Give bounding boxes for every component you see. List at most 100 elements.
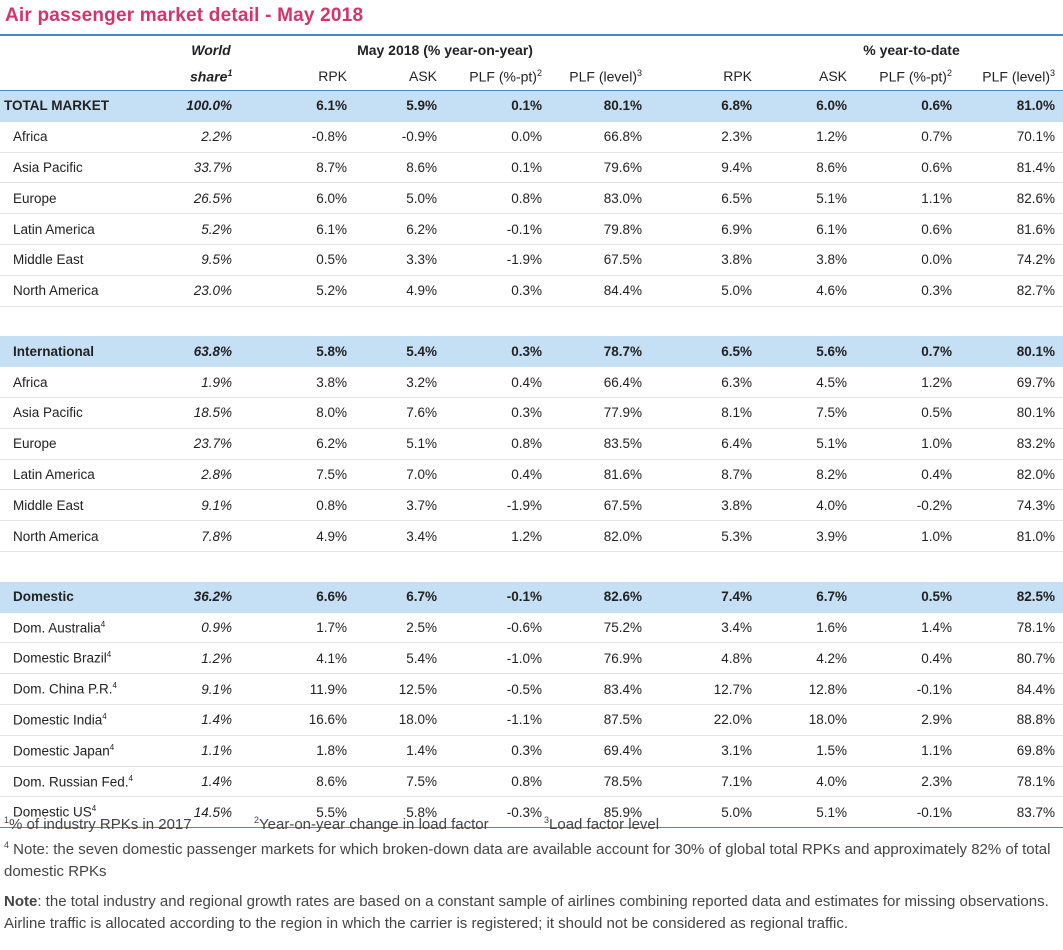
ask-yoy-cell: 12.5% xyxy=(355,673,445,705)
plf-pt-yoy-cell: 0.1% xyxy=(445,152,550,184)
ask-ytd-cell: 5.1% xyxy=(760,182,855,215)
ask-yoy-cell: 5.1% xyxy=(355,428,445,460)
world-share-cell: 9.5% xyxy=(150,244,240,276)
rpk-header-yoy: RPK xyxy=(240,62,355,91)
rpk-yoy-cell: 6.0% xyxy=(240,182,355,215)
row-label: Latin America xyxy=(0,459,150,491)
market-table: World May 2018 (% year-on-year) % year-t… xyxy=(0,37,1063,829)
ask-yoy-cell: 7.0% xyxy=(355,459,445,491)
plf-level-header-yoy: PLF (level)3 xyxy=(550,62,650,91)
rpk-yoy-cell: 7.5% xyxy=(240,459,355,491)
plf-level-yoy-cell: 75.2% xyxy=(550,612,650,644)
section-row: TOTAL MARKET 100.0% 6.1% 5.9% 0.1% 80.1% 6.8% 6… xyxy=(0,90,1063,122)
plf-pt-yoy-cell: -1.9% xyxy=(445,489,550,522)
plf-level-ytd-cell: 88.8% xyxy=(960,704,1063,736)
rpk-ytd-cell: 6.5% xyxy=(650,182,760,215)
world-share-cell: 2.8% xyxy=(150,459,240,491)
rpk-ytd-cell: 6.5% xyxy=(650,336,760,368)
footnote-1: 1% of industry RPKs in 2017 xyxy=(4,815,192,833)
row-label: Domestic Brazil4 xyxy=(0,642,150,675)
row-label: North America xyxy=(0,520,150,552)
table-row: Africa 2.2% -0.8% -0.9% 0.0% 66.8% 2.3% 1.2% 0.7… xyxy=(0,121,1063,153)
ask-header-ytd: ASK xyxy=(760,62,855,91)
plf-pt-header-yoy: PLF (%-pt)2 xyxy=(445,62,550,91)
plf-level-yoy-cell: 76.9% xyxy=(550,642,650,675)
table-row: Domestic Brazil4 1.2% 4.1% 5.4% -1.0% 76.9% 4.… xyxy=(0,642,1063,675)
ask-yoy-cell: 3.4% xyxy=(355,520,445,552)
row-label: Asia Pacific xyxy=(0,397,150,429)
ask-yoy-cell: 6.7% xyxy=(355,581,445,613)
row-label: Asia Pacific xyxy=(0,152,150,184)
plf-level-ytd-cell: 78.1% xyxy=(960,612,1063,644)
plf-level-ytd-cell: 83.2% xyxy=(960,428,1063,460)
ask-ytd-cell: 5.1% xyxy=(760,428,855,460)
rpk-ytd-cell: 3.4% xyxy=(650,612,760,644)
world-share-cell: 23.0% xyxy=(150,275,240,307)
share-header: share1 xyxy=(150,62,240,91)
plf-pt-ytd-cell: 1.4% xyxy=(855,612,960,644)
ask-yoy-cell: 5.4% xyxy=(355,336,445,368)
world-header: World xyxy=(191,41,231,58)
plf-pt-ytd-cell: 0.6% xyxy=(855,213,960,245)
plf-pt-ytd-cell: 1.0% xyxy=(855,520,960,552)
row-label: Middle East xyxy=(0,244,150,276)
world-share-cell: 1.2% xyxy=(150,642,240,675)
ask-yoy-cell: -0.9% xyxy=(355,121,445,153)
world-share-cell: 33.7% xyxy=(150,152,240,184)
row-label: Latin America xyxy=(0,213,150,245)
world-share-cell: 1.9% xyxy=(150,366,240,398)
plf-level-ytd-cell: 82.6% xyxy=(960,182,1063,215)
ask-yoy-cell: 2.5% xyxy=(355,612,445,644)
plf-pt-ytd-cell: 1.2% xyxy=(855,366,960,398)
plf-pt-header-ytd: PLF (%-pt)2 xyxy=(855,62,960,91)
world-share-cell: 2.2% xyxy=(150,121,240,153)
rpk-yoy-cell: 8.7% xyxy=(240,152,355,184)
ask-ytd-cell: 4.0% xyxy=(760,766,855,798)
plf-pt-ytd-cell: 0.4% xyxy=(855,459,960,491)
ask-ytd-cell: 8.2% xyxy=(760,459,855,491)
plf-level-yoy-cell: 80.1% xyxy=(550,90,650,122)
ask-yoy-cell: 3.2% xyxy=(355,366,445,398)
world-share-cell: 7.8% xyxy=(150,520,240,552)
ask-yoy-cell: 7.5% xyxy=(355,766,445,798)
table-row: Latin America 5.2% 6.1% 6.2% -0.1% 79.8% 6.9% 6… xyxy=(0,213,1063,245)
plf-pt-ytd-cell: 0.4% xyxy=(855,642,960,675)
rpk-yoy-cell: -0.8% xyxy=(240,121,355,153)
row-label: Europe xyxy=(0,182,150,215)
plf-level-yoy-cell: 78.5% xyxy=(550,766,650,798)
ask-ytd-cell: 3.9% xyxy=(760,520,855,552)
plf-pt-yoy-cell: -0.3% xyxy=(445,796,550,829)
table-row: North America 7.8% 4.9% 3.4% 1.2% 82.0% 5.3% 3.… xyxy=(0,520,1063,552)
plf-pt-ytd-cell: 0.0% xyxy=(855,244,960,276)
world-share-cell: 18.5% xyxy=(150,397,240,429)
plf-level-ytd-cell: 84.4% xyxy=(960,673,1063,705)
row-label: Domestic US4 xyxy=(0,796,150,829)
table-row: Europe 26.5% 6.0% 5.0% 0.8% 83.0% 6.5% 5.1% 1.1%… xyxy=(0,182,1063,215)
yoy-group-header: May 2018 (% year-on-year) xyxy=(357,41,533,58)
rpk-ytd-cell: 9.4% xyxy=(650,152,760,184)
plf-level-ytd-cell: 80.7% xyxy=(960,642,1063,675)
spacer-row xyxy=(0,551,1063,581)
world-share-cell: 100.0% xyxy=(150,90,240,122)
rpk-ytd-cell: 5.3% xyxy=(650,520,760,552)
plf-level-ytd-cell: 69.8% xyxy=(960,735,1063,767)
plf-pt-yoy-cell: -0.5% xyxy=(445,673,550,705)
footnote-2: 2Year-on-year change in load factor xyxy=(254,815,489,833)
plf-level-yoy-cell: 66.8% xyxy=(550,121,650,153)
footnotes-1-3: 1% of industry RPKs in 2017 2Year-on-year… xyxy=(4,809,1059,836)
footnote-3: 3Load factor level xyxy=(544,815,660,833)
world-share-cell: 36.2% xyxy=(150,581,240,613)
plf-pt-yoy-cell: -0.6% xyxy=(445,612,550,644)
row-label: North America xyxy=(0,275,150,307)
footnote-4: 4 Note: the seven domestic passenger mar… xyxy=(4,840,1051,880)
row-label: Dom. Russian Fed.4 xyxy=(0,766,150,798)
ask-yoy-cell: 6.2% xyxy=(355,213,445,245)
plf-pt-ytd-cell: -0.2% xyxy=(855,489,960,522)
plf-pt-ytd-cell: 0.5% xyxy=(855,581,960,613)
rpk-ytd-cell: 6.8% xyxy=(650,90,760,122)
rpk-yoy-cell: 6.2% xyxy=(240,428,355,460)
plf-level-ytd-cell: 70.1% xyxy=(960,121,1063,153)
rpk-ytd-cell: 7.4% xyxy=(650,581,760,613)
plf-level-yoy-cell: 82.0% xyxy=(550,520,650,552)
